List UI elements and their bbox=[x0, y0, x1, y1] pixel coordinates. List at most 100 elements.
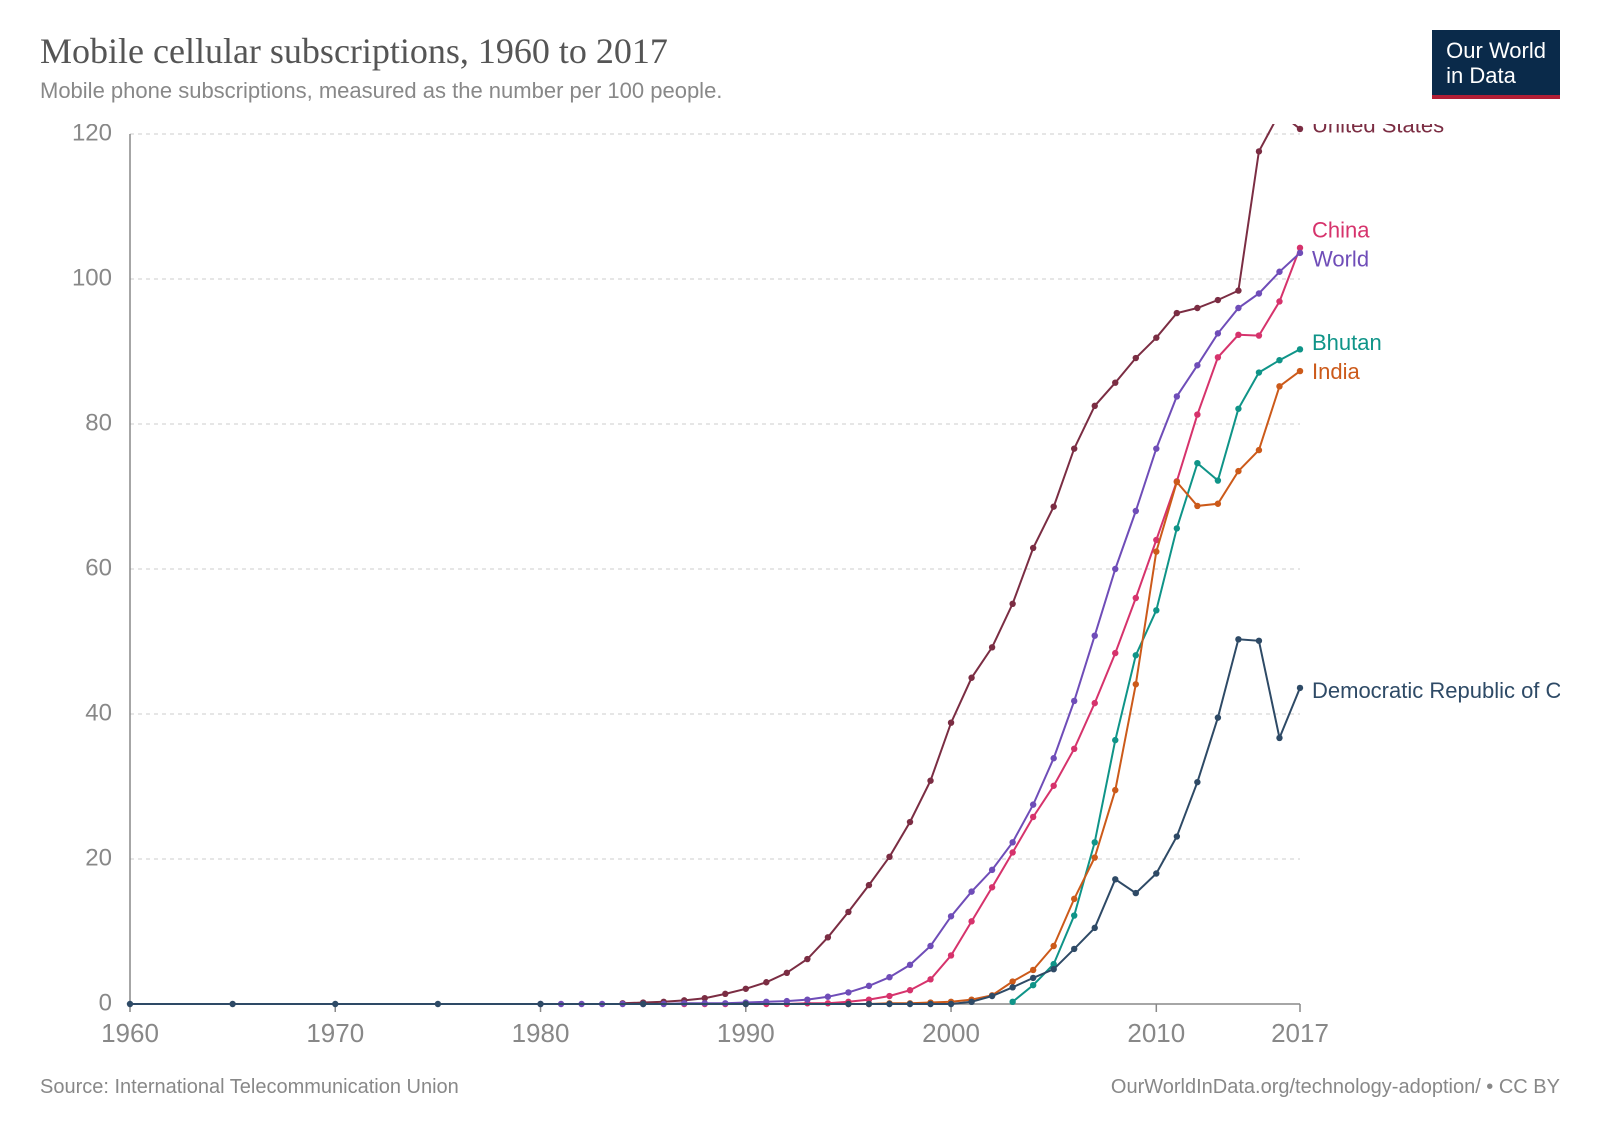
series-point bbox=[1071, 896, 1077, 902]
series-point bbox=[948, 913, 954, 919]
series-point bbox=[886, 974, 892, 980]
series-point bbox=[1215, 330, 1221, 336]
attribution-text: OurWorldInData.org/technology-adoption/ … bbox=[1111, 1076, 1560, 1099]
series-point bbox=[989, 644, 995, 650]
series-point bbox=[1174, 393, 1180, 399]
ytick-label: 0 bbox=[99, 989, 112, 1016]
series-point bbox=[886, 993, 892, 999]
series-point bbox=[1153, 607, 1159, 613]
series-point bbox=[825, 994, 831, 1000]
series-point bbox=[1194, 779, 1200, 785]
series-point bbox=[1009, 849, 1015, 855]
xtick-label: 1990 bbox=[717, 1018, 775, 1048]
series-point bbox=[1009, 839, 1015, 845]
series-point bbox=[1133, 355, 1139, 361]
ytick-label: 20 bbox=[85, 844, 112, 871]
series-line bbox=[684, 248, 1300, 1004]
series-point bbox=[332, 1001, 338, 1007]
series-line bbox=[541, 253, 1301, 1004]
series-point bbox=[1276, 269, 1282, 275]
series-point bbox=[825, 934, 831, 940]
series-label: Democratic Republic of Congo bbox=[1312, 678, 1560, 703]
series-point bbox=[1092, 854, 1098, 860]
series-point bbox=[886, 854, 892, 860]
ytick-label: 100 bbox=[72, 264, 112, 291]
series-point bbox=[1194, 305, 1200, 311]
series-point bbox=[1256, 148, 1262, 154]
series-point bbox=[1276, 357, 1282, 363]
series-point bbox=[1215, 354, 1221, 360]
series-point bbox=[784, 970, 790, 976]
series-point bbox=[1297, 368, 1303, 374]
series-point bbox=[1297, 250, 1303, 256]
series-point bbox=[866, 882, 872, 888]
series-point bbox=[968, 918, 974, 924]
series-point bbox=[1215, 714, 1221, 720]
series-point bbox=[537, 1001, 543, 1007]
series-point bbox=[845, 1001, 851, 1007]
series-point bbox=[1112, 787, 1118, 793]
series-point bbox=[1092, 925, 1098, 931]
series-point bbox=[1009, 978, 1015, 984]
series-label: World bbox=[1312, 247, 1369, 272]
series-label: United States bbox=[1312, 124, 1444, 138]
series-point bbox=[1256, 638, 1262, 644]
series-point bbox=[927, 943, 933, 949]
series-point bbox=[1276, 298, 1282, 304]
series-point bbox=[845, 989, 851, 995]
source-text: Source: International Telecommunication … bbox=[40, 1076, 459, 1099]
series-point bbox=[1092, 839, 1098, 845]
chart-header: Mobile cellular subscriptions, 1960 to 2… bbox=[40, 30, 1560, 104]
series-point bbox=[948, 952, 954, 958]
series-label: India bbox=[1312, 359, 1360, 384]
series-point bbox=[1194, 411, 1200, 417]
gridlines bbox=[130, 134, 1300, 859]
series-point bbox=[804, 996, 810, 1002]
series-point bbox=[1009, 601, 1015, 607]
series-point bbox=[1256, 369, 1262, 375]
series-point bbox=[1030, 982, 1036, 988]
series-point bbox=[1174, 833, 1180, 839]
series-point bbox=[1235, 305, 1241, 311]
series-point bbox=[1050, 783, 1056, 789]
series-point bbox=[927, 778, 933, 784]
series-point bbox=[989, 867, 995, 873]
logo-line1: Our World bbox=[1446, 38, 1546, 63]
series-point bbox=[907, 819, 913, 825]
owid-logo: Our World in Data bbox=[1432, 30, 1560, 99]
xtick-label: 2017 bbox=[1271, 1018, 1329, 1048]
series-point bbox=[1071, 946, 1077, 952]
series-point bbox=[1235, 332, 1241, 338]
series-point bbox=[1256, 447, 1262, 453]
series-point bbox=[1194, 362, 1200, 368]
series-point bbox=[127, 1001, 133, 1007]
logo-line2: in Data bbox=[1446, 63, 1516, 88]
series-point bbox=[1153, 445, 1159, 451]
series-point bbox=[1215, 501, 1221, 507]
series-point bbox=[1133, 652, 1139, 658]
series-line bbox=[130, 639, 1300, 1004]
series-point bbox=[948, 1001, 954, 1007]
chart-footer: Source: International Telecommunication … bbox=[40, 1076, 1560, 1099]
series-point bbox=[968, 888, 974, 894]
series-point bbox=[1071, 746, 1077, 752]
series-point bbox=[1215, 477, 1221, 483]
ytick-label: 60 bbox=[85, 554, 112, 581]
series-point bbox=[1235, 636, 1241, 642]
series-point bbox=[1174, 525, 1180, 531]
xtick-label: 1980 bbox=[512, 1018, 570, 1048]
series-point bbox=[927, 976, 933, 982]
series-point bbox=[1112, 737, 1118, 743]
series-point bbox=[948, 720, 954, 726]
series-point bbox=[743, 1001, 749, 1007]
series-point bbox=[1112, 379, 1118, 385]
series-point bbox=[968, 999, 974, 1005]
series-point bbox=[1030, 975, 1036, 981]
series-point bbox=[1235, 287, 1241, 293]
series-point bbox=[1092, 633, 1098, 639]
series-point bbox=[804, 956, 810, 962]
series-point bbox=[1092, 403, 1098, 409]
series-point bbox=[1297, 126, 1303, 132]
series-point bbox=[886, 1001, 892, 1007]
series-point bbox=[1030, 545, 1036, 551]
